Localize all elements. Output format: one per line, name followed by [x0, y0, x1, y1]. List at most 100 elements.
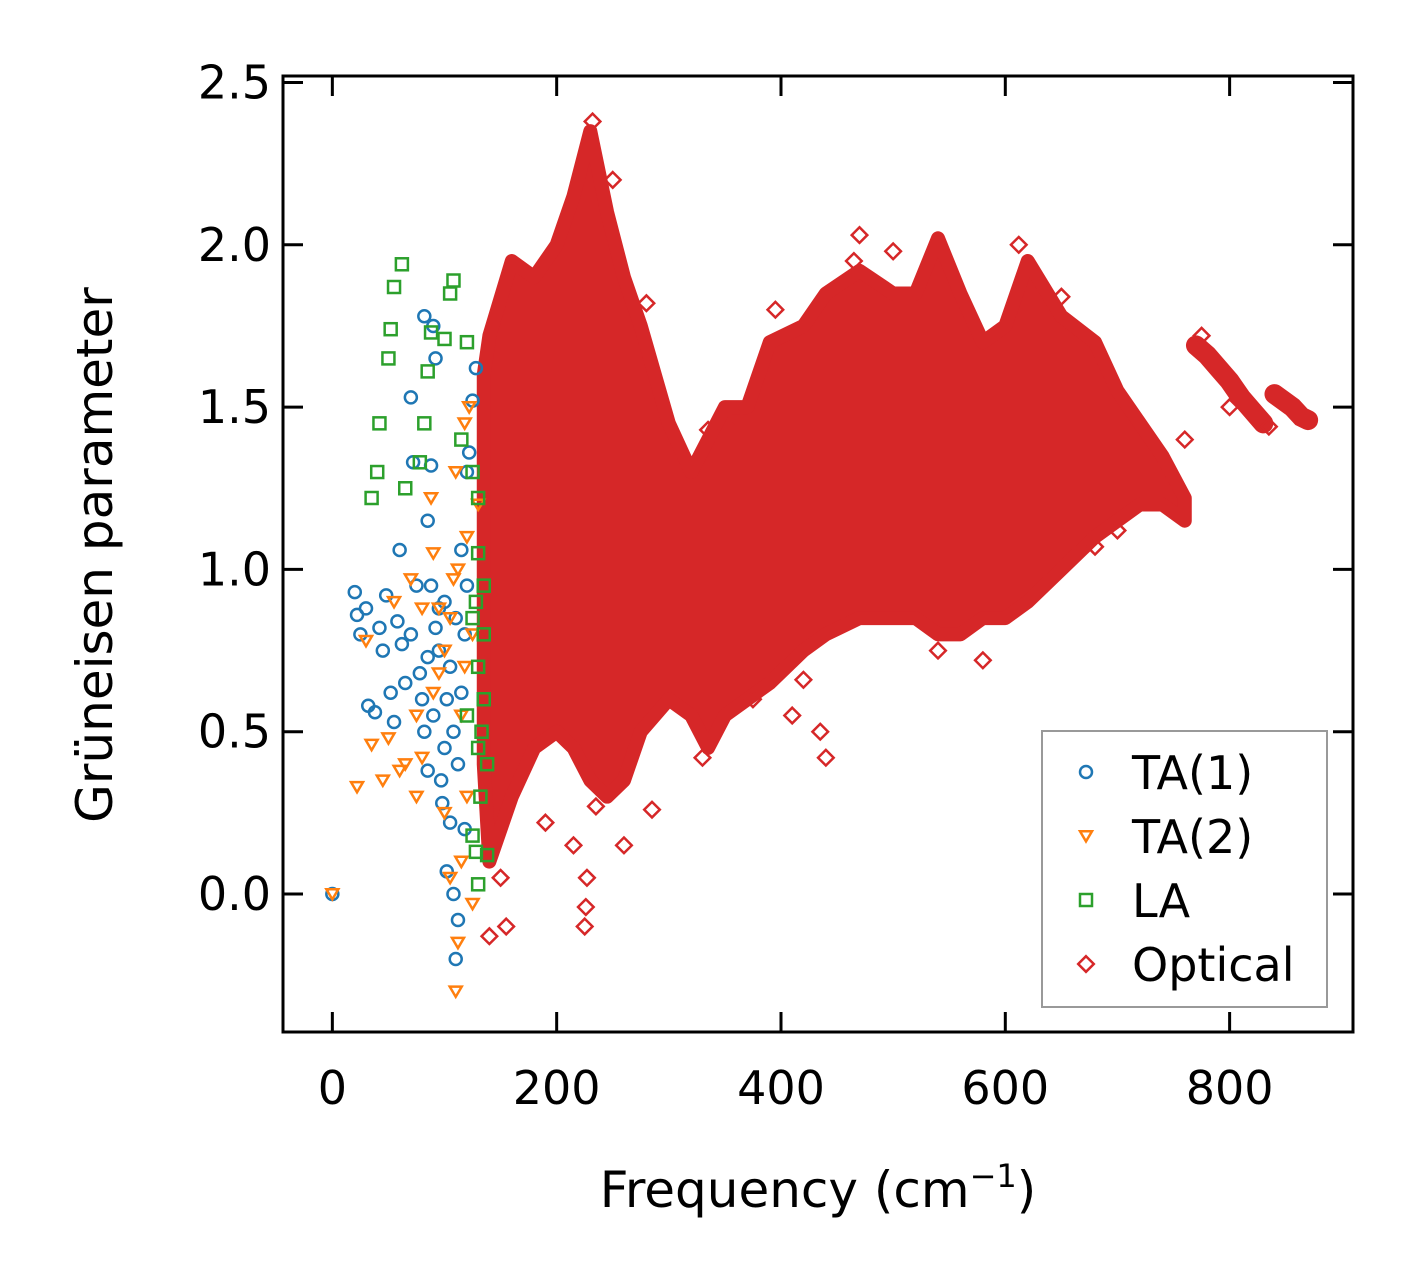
- la-point: [479, 847, 495, 863]
- ta1-point: [428, 351, 443, 366]
- legend-item: TA(1): [1078, 746, 1253, 800]
- ta2-point: [408, 709, 425, 724]
- plot-frame: [281, 74, 1355, 1034]
- la-point: [470, 659, 486, 675]
- ta1-point: [386, 714, 402, 730]
- ta2-point: [460, 401, 478, 415]
- y-tick-label: 2.5: [198, 55, 271, 109]
- ta2-point: [447, 985, 464, 1000]
- la-point: [474, 724, 489, 739]
- x-tick-label: 200: [513, 1061, 601, 1115]
- ta1-point: [437, 740, 452, 756]
- ta2-point: [430, 667, 448, 682]
- optical-point: [1259, 417, 1279, 437]
- ta1-point: [353, 627, 368, 642]
- optical-point: [1220, 397, 1240, 417]
- ta1-point: [442, 659, 458, 675]
- series-la: [364, 257, 495, 892]
- ta2-point: [357, 634, 375, 649]
- ta1-point: [442, 815, 458, 830]
- ta2-point: [348, 780, 366, 795]
- optical-band: [1264, 384, 1319, 431]
- ta2-point: [380, 732, 397, 747]
- la-point: [465, 464, 480, 480]
- ta2-point: [449, 936, 467, 951]
- optical-point: [782, 705, 802, 726]
- ta1-point: [468, 360, 484, 376]
- ta1-point: [454, 542, 469, 558]
- plot-area: [324, 111, 1319, 1000]
- legend-label: TA(2): [1131, 810, 1253, 864]
- optical-point: [577, 868, 597, 888]
- ta2-point: [425, 547, 442, 562]
- series-ta2: [324, 401, 487, 1000]
- la-point: [459, 334, 475, 350]
- ta1-point: [375, 643, 391, 658]
- la-point: [386, 279, 402, 295]
- ta2-point: [391, 764, 408, 779]
- x-tick-label: 0: [318, 1061, 347, 1115]
- la-point: [468, 594, 484, 610]
- optical-point: [816, 748, 836, 768]
- la-point: [364, 490, 379, 506]
- optical-point: [582, 111, 603, 132]
- ta1-point: [392, 542, 407, 558]
- ta1-point: [439, 692, 455, 707]
- optical-point: [928, 641, 948, 661]
- la-point: [437, 331, 452, 347]
- ta1-point: [358, 601, 374, 616]
- optical-point: [614, 835, 634, 855]
- axis-ticks: 0 200 400 600 800 0.0 0.5 1.0 1.5 2.0 2.5: [198, 55, 1353, 1115]
- la-point: [476, 578, 492, 593]
- ta2-point: [464, 628, 481, 643]
- la-point: [423, 325, 439, 340]
- x-tick-label: 400: [737, 1061, 825, 1115]
- ta2-point: [449, 563, 467, 578]
- ta2-point: [458, 790, 476, 805]
- y-axis-label: Grüneisen parameter: [66, 287, 124, 823]
- optical-point: [496, 916, 516, 937]
- ta2-point: [445, 573, 462, 588]
- optical-point: [563, 835, 584, 855]
- ta2-point: [441, 612, 459, 626]
- ta1-point: [414, 692, 430, 707]
- y-tick-label: 1.5: [198, 380, 271, 434]
- ta1-point: [347, 584, 363, 600]
- la-point: [479, 756, 495, 772]
- ta1-point: [426, 708, 441, 723]
- legend-label: TA(1): [1131, 746, 1253, 800]
- optical-point: [973, 650, 993, 670]
- legend-marker-triangle-down-icon: [1077, 829, 1095, 844]
- optical-point: [692, 748, 713, 768]
- la-point: [412, 455, 428, 470]
- y-tick-label: 1.0: [198, 542, 271, 596]
- ta2-point: [385, 595, 403, 610]
- ta2-point: [422, 491, 440, 506]
- la-point: [442, 286, 458, 301]
- ta2-point: [456, 417, 473, 432]
- ta1-point: [403, 390, 419, 405]
- ta2-point: [374, 774, 392, 789]
- optical-dense-region: [476, 124, 1192, 869]
- ta1-point: [378, 588, 394, 603]
- ta2-point: [324, 887, 341, 902]
- optical-point: [642, 800, 662, 820]
- optical-point: [491, 868, 511, 888]
- optical-point: [1051, 287, 1071, 307]
- ta2-point: [447, 465, 464, 480]
- ta1-point: [459, 578, 475, 593]
- la-point: [470, 877, 486, 892]
- optical-point: [844, 251, 864, 271]
- ta1-point: [417, 308, 432, 324]
- ta2-point: [363, 738, 380, 753]
- legend-label: Optical: [1132, 938, 1294, 992]
- x-tick-label: 600: [961, 1061, 1049, 1115]
- ta2-point: [436, 806, 453, 821]
- ta1-point: [454, 685, 469, 701]
- ta2-point: [441, 871, 459, 886]
- ta2-point: [402, 573, 420, 588]
- ta1-point: [420, 649, 435, 665]
- la-point: [465, 610, 480, 626]
- legend-item: LA: [1078, 874, 1191, 928]
- la-point: [476, 692, 492, 707]
